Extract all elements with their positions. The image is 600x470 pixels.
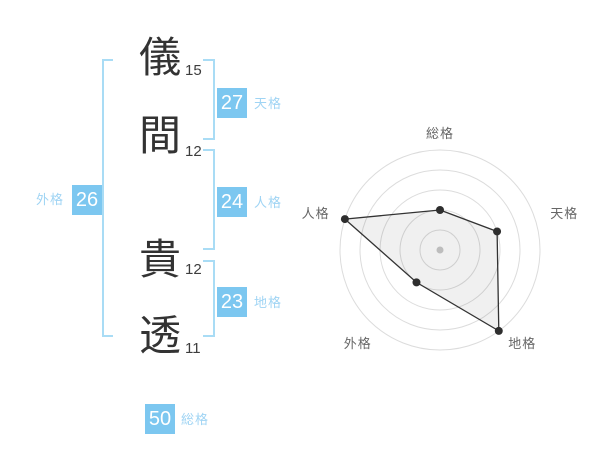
- soukaku-label: 総格: [181, 412, 210, 427]
- gaikaku-label: 外格: [35, 192, 64, 207]
- stroke-count-2: 12: [185, 143, 202, 160]
- radar-center-dot: [436, 246, 444, 254]
- stroke-count-4: 11: [185, 340, 201, 357]
- chikaku-bracket: [203, 260, 215, 337]
- stroke-count-3: 12: [185, 261, 202, 278]
- name-char-1: 儀: [138, 34, 181, 81]
- radar-axis-label-2: 地格: [508, 336, 536, 351]
- radar-axis-label-4: 人格: [302, 206, 330, 221]
- jinkaku-value-badge: 24: [217, 187, 247, 217]
- tenkaku-label: 天格: [254, 96, 283, 111]
- tenkaku-bracket: [203, 59, 215, 140]
- jinkaku-label: 人格: [254, 195, 283, 210]
- radar-axis-label-0: 総格: [426, 126, 454, 141]
- name-char-2: 間: [138, 112, 181, 159]
- gaikaku-bracket: [102, 59, 113, 337]
- radar-point-1: [493, 227, 502, 236]
- tenkaku-value-badge: 27: [217, 88, 247, 118]
- radar-chart-area: 総格天格地格 外格 人格: [290, 100, 590, 400]
- jinkaku-bracket: [203, 149, 215, 250]
- radar-point-3: [412, 278, 421, 287]
- radar-ring-5: [339, 149, 541, 351]
- radar-axis-label-1: 天格: [550, 206, 578, 221]
- stroke-count-1: 15: [185, 62, 202, 79]
- radar-ring-4: [359, 169, 521, 331]
- name-char-3: 貴: [138, 236, 181, 283]
- radar-point-4: [340, 215, 349, 224]
- radar-point-0: [436, 206, 444, 214]
- radar-ring-1: [419, 229, 461, 271]
- soukaku-value-badge: 50: [145, 404, 175, 434]
- name-char-4: 透: [138, 312, 181, 359]
- chikaku-label: 地格: [254, 295, 283, 310]
- chikaku-value-badge: 23: [217, 287, 247, 317]
- gaikaku-value-badge: 26: [72, 185, 102, 215]
- radar-point-2: [494, 326, 503, 335]
- radar-axis-label-3: 外格: [344, 336, 372, 351]
- radar-polygon: [343, 209, 500, 333]
